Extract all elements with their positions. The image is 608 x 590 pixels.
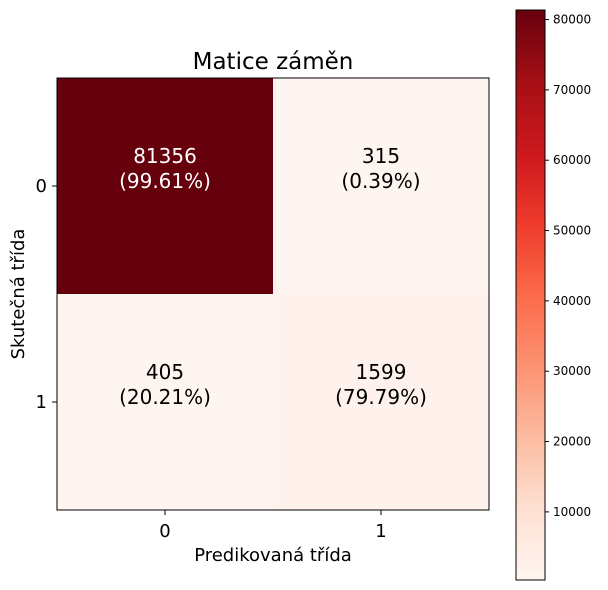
heatmap-cells xyxy=(57,78,489,510)
colorbar xyxy=(515,9,546,581)
cell-percent-label-0-1: (0.39%) xyxy=(341,169,420,193)
colorbar-tick-label: 30000 xyxy=(553,364,591,378)
colorbar-tick-label: 40000 xyxy=(553,294,591,308)
colorbar-tick-label: 20000 xyxy=(553,435,591,449)
colorbar-tick-label: 50000 xyxy=(553,224,591,238)
colorbar-tick-label: 80000 xyxy=(553,13,591,27)
chart-title: Matice záměn xyxy=(193,49,354,75)
cell-count-label-0-1: 315 xyxy=(362,144,400,168)
heatmap-cell-labels: 81356(99.61%) 315(0.39%) 405(20.21%) 1599(7… xyxy=(119,144,427,409)
x-tick-label: 1 xyxy=(375,521,386,542)
cell-percent-label-0-0: (99.61%) xyxy=(119,169,211,193)
y-tick-label: 0 xyxy=(36,176,47,197)
plot-frame xyxy=(56,77,490,511)
colorbar-ticks: 10000 20000 30000 40000 50000 60000 70000 80000 xyxy=(545,13,591,519)
cell-count-label-1-0: 405 xyxy=(146,360,184,384)
colorbar-tick-label: 60000 xyxy=(553,153,591,167)
heatmap-cell-1-1 xyxy=(273,294,489,510)
cell-count-label-0-0: 81356 xyxy=(133,144,197,168)
cell-count-label-1-1: 1599 xyxy=(356,360,407,384)
cell-percent-label-1-1: (79.79%) xyxy=(335,385,427,409)
x-tick-label: 0 xyxy=(159,521,170,542)
colorbar-tick-label: 70000 xyxy=(553,83,591,97)
y-axis-label: Skutečná třída xyxy=(8,229,29,360)
x-axis-label: Predikovaná třída xyxy=(194,545,352,566)
cell-percent-label-1-0: (20.21%) xyxy=(119,385,211,409)
heatmap-cell-0-1 xyxy=(273,78,489,294)
heatmap-cell-1-0 xyxy=(57,294,273,510)
y-axis-ticks: 01 xyxy=(36,176,57,413)
colorbar-tick-label: 10000 xyxy=(553,505,591,519)
heatmap-cell-0-0 xyxy=(57,78,273,294)
y-tick-label: 1 xyxy=(36,392,47,413)
